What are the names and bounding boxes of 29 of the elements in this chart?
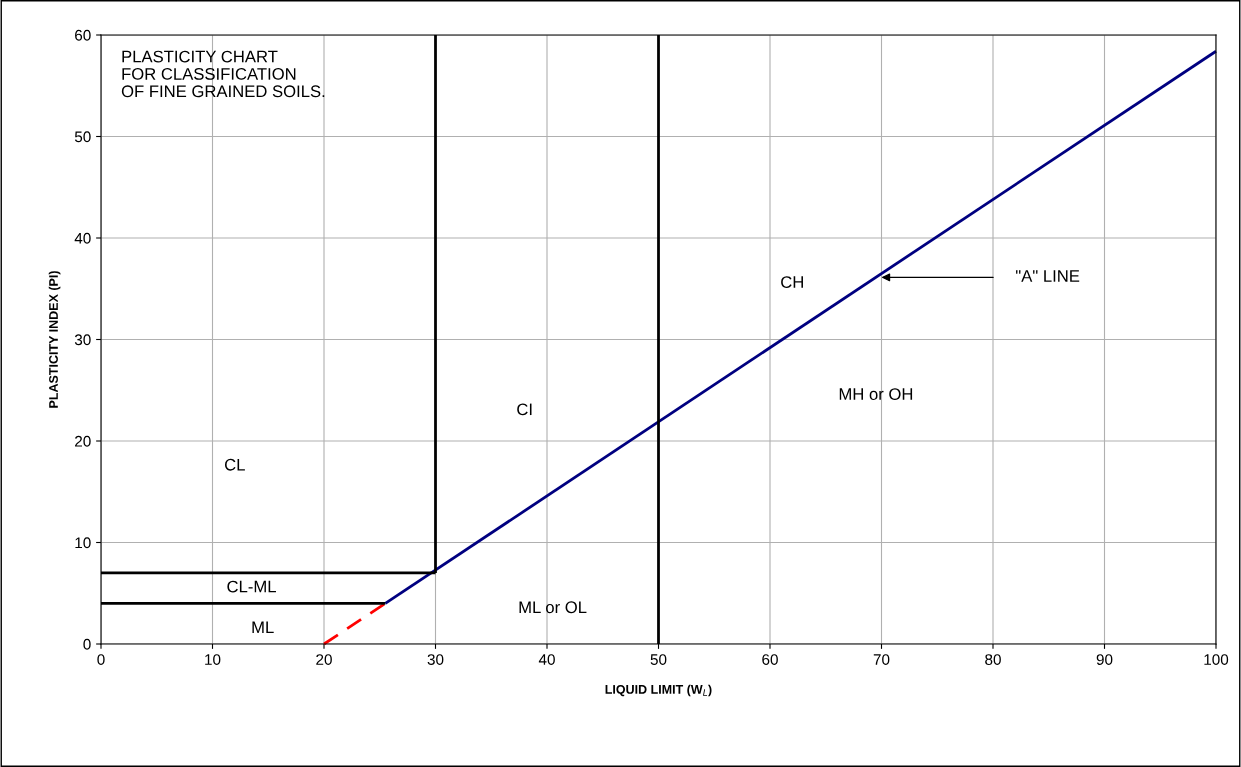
x-tick-label: 0 bbox=[97, 654, 105, 665]
x-tick-label: 50 bbox=[650, 654, 667, 665]
annotation: CL-ML bbox=[227, 580, 276, 593]
x-tick-label: 100 bbox=[1204, 654, 1229, 665]
annotation: "A" LINE bbox=[1016, 270, 1080, 282]
y-tick-label: 0 bbox=[83, 638, 91, 650]
x-tick-label: 90 bbox=[1096, 654, 1113, 665]
annotation: CH bbox=[781, 276, 803, 288]
annotation: ML bbox=[252, 621, 274, 634]
annotation: CI bbox=[517, 403, 532, 416]
y-tick-label: 60 bbox=[75, 29, 91, 41]
y-tick-label: 30 bbox=[74, 334, 91, 346]
y-axis-title: PLASTICITY INDEX (PI) bbox=[48, 271, 61, 408]
y-tick-label: 20 bbox=[75, 435, 91, 447]
x-tick-label: 40 bbox=[538, 654, 555, 665]
y-tick-label: 50 bbox=[74, 131, 91, 143]
annotation: ML or OL bbox=[519, 601, 587, 614]
x-tick-label: 80 bbox=[985, 654, 1001, 665]
x-tick-label: 30 bbox=[427, 654, 444, 665]
x-tick-label: 70 bbox=[873, 654, 890, 665]
y-tick-label: 40 bbox=[74, 232, 91, 244]
annotation: CL bbox=[224, 458, 245, 471]
x-tick-label: 60 bbox=[762, 654, 778, 665]
x-tick-label: 10 bbox=[205, 654, 221, 665]
annotation: MH or OH bbox=[839, 388, 913, 400]
x-tick-label: 20 bbox=[316, 654, 332, 665]
y-tick-label: 10 bbox=[75, 537, 91, 549]
x-axis-title: LIQUID LIMIT (W$_{L}$) bbox=[605, 684, 712, 697]
text: PLASTICITY CHART FOR CLASSIFICATION OF FINE GRAINED SOILS. bbox=[121, 50, 325, 98]
